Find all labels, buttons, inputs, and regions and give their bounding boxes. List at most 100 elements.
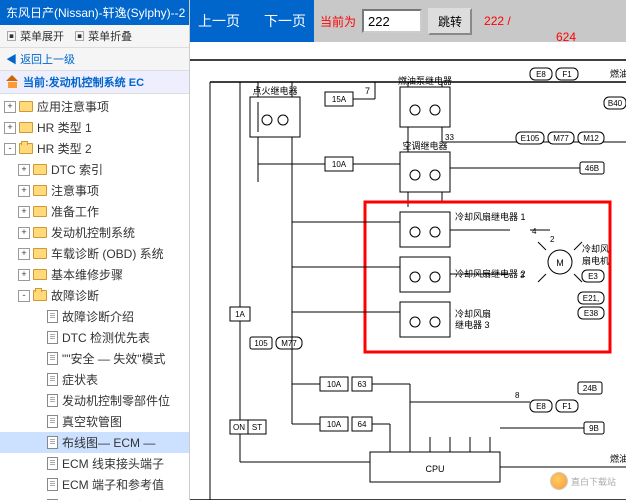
tree-folder[interactable]: + 基本维修步骤 — [0, 264, 189, 285]
expander-icon[interactable]: - — [4, 143, 16, 155]
svg-text:M12: M12 — [583, 134, 599, 143]
tree-folder[interactable]: +DTC 索引 — [0, 159, 189, 180]
app-title: 东风日产(Nissan)-轩逸(Sylphy)--2 — [0, 0, 189, 25]
wiring-diagram[interactable]: 点火继电器 15A 7 燃油泵继电器 33 — [190, 42, 626, 500]
svg-text:46B: 46B — [585, 164, 599, 173]
doc-icon — [47, 436, 58, 449]
expander-icon[interactable]: - — [18, 290, 30, 302]
expander-icon[interactable]: + — [18, 185, 30, 197]
svg-text:7: 7 — [365, 86, 370, 96]
folder-icon — [33, 248, 47, 259]
svg-text:1A: 1A — [235, 310, 245, 319]
tree-label: ECM 线束接头端子 — [62, 455, 164, 472]
tree-label: 症状表 — [62, 371, 98, 388]
svg-text:燃油: 燃油 — [610, 453, 626, 464]
back-link[interactable]: ◀ 返回上一级 — [0, 48, 189, 71]
svg-text:燃油泵继电器: 燃油泵继电器 — [398, 75, 452, 86]
expander-icon[interactable]: + — [4, 101, 16, 113]
page-input[interactable] — [362, 9, 422, 33]
svg-text:E3: E3 — [588, 272, 598, 281]
svg-text:E38: E38 — [584, 309, 599, 318]
watermark: 直白下载站 — [550, 472, 616, 490]
expander-icon[interactable]: + — [18, 227, 30, 239]
page-controls: 当前为 跳转 222 / — [314, 8, 517, 35]
svg-text:空调继电器: 空调继电器 — [402, 140, 447, 151]
folder-icon — [33, 185, 47, 196]
svg-text:10A: 10A — [327, 420, 342, 429]
svg-text:10A: 10A — [332, 160, 347, 169]
tree-doc[interactable]: DTC 检测优先表 — [0, 327, 189, 348]
tree-doc[interactable]: ""安全 — 失效"模式 — [0, 348, 189, 369]
menu-expand[interactable]: ▣ 菜单展开 — [6, 28, 64, 44]
tree-folder[interactable]: - 故障诊断 — [0, 285, 189, 306]
tree-folder[interactable]: + 注意事项 — [0, 180, 189, 201]
svg-text:63: 63 — [358, 380, 367, 389]
svg-text:E8: E8 — [536, 402, 546, 411]
svg-text:E21,: E21, — [583, 294, 599, 303]
menu-collapse[interactable]: ▣ 菜单折叠 — [74, 28, 132, 44]
doc-icon — [47, 457, 58, 470]
main-panel: 上一页 下一页 当前为 跳转 222 / 624 点火继电器 — [190, 0, 626, 500]
svg-text:F1: F1 — [562, 402, 572, 411]
tree-doc[interactable]: ECM 线束接头端子 — [0, 453, 189, 474]
svg-text:64: 64 — [358, 420, 367, 429]
expander-icon[interactable]: + — [18, 269, 30, 281]
tree-folder[interactable]: - HR 类型 2 — [0, 138, 189, 159]
tab-area: 上一页 下一页 — [190, 0, 314, 42]
nav-tree[interactable]: +应用注意事项+HR 类型 1-HR 类型 2+DTC 索引+注意事项+准备工作… — [0, 94, 189, 500]
expander-icon[interactable]: + — [18, 248, 30, 260]
tree-folder[interactable]: +车载诊断 (OBD) 系统 — [0, 243, 189, 264]
doc-icon — [47, 394, 58, 407]
tree-label: HR 类型 2 — [37, 140, 92, 157]
svg-text:9B: 9B — [589, 424, 599, 433]
svg-text:4: 4 — [532, 227, 537, 236]
tree-doc[interactable]: 症状表 — [0, 369, 189, 390]
tree-label: 注意事项 — [51, 182, 99, 199]
svg-text:2: 2 — [550, 235, 555, 244]
tree-folder[interactable]: +HR 类型 1 — [0, 117, 189, 138]
svg-text:冷却风: 冷却风 — [582, 243, 609, 254]
tree-doc[interactable]: 布线图— ECM — — [0, 432, 189, 453]
expander-icon[interactable]: + — [18, 164, 30, 176]
next-page-tab[interactable]: 下一页 — [264, 11, 306, 31]
doc-icon — [47, 415, 58, 428]
tree-label: 真空软管图 — [62, 413, 122, 430]
doc-icon — [47, 310, 58, 323]
tree-label: 发动机控制零部件位 — [62, 392, 170, 409]
tree-folder[interactable]: + 准备工作 — [0, 201, 189, 222]
tree-label: 故障诊断介绍 — [62, 308, 134, 325]
tree-doc[interactable]: 发动机控制零部件位 — [0, 390, 189, 411]
tree-doc[interactable]: 真空软管图 — [0, 411, 189, 432]
folder-icon — [33, 227, 47, 238]
svg-text:105: 105 — [254, 339, 268, 348]
jump-button[interactable]: 跳转 — [428, 8, 472, 35]
svg-text:3: 3 — [520, 271, 525, 280]
tree-folder[interactable]: +发动机控制系统 — [0, 222, 189, 243]
watermark-icon — [550, 472, 568, 490]
page-display: 222 / — [484, 14, 511, 28]
svg-text:燃油: 燃油 — [610, 68, 626, 79]
tree-label: 故障诊断 — [51, 287, 99, 304]
tree-label: ECM 端子和参考值 — [62, 476, 164, 493]
svg-text:F1: F1 — [562, 70, 572, 79]
svg-text:10A: 10A — [327, 380, 342, 389]
tree-label: 准备工作 — [51, 203, 99, 220]
svg-text:24B: 24B — [583, 384, 597, 393]
svg-text:继电器 3: 继电器 3 — [455, 319, 490, 330]
svg-text:15A: 15A — [332, 95, 347, 104]
svg-text:ST: ST — [252, 423, 262, 432]
prev-page-tab[interactable]: 上一页 — [198, 11, 240, 31]
folder-icon — [33, 164, 47, 175]
tree-folder[interactable]: +应用注意事项 — [0, 96, 189, 117]
doc-icon — [47, 478, 58, 491]
tree-doc[interactable]: CONSULT-II 诊 — [0, 495, 189, 500]
tree-label: 基本维修步骤 — [51, 266, 123, 283]
tree-doc[interactable]: 故障诊断介绍 — [0, 306, 189, 327]
expander-icon[interactable]: + — [4, 122, 16, 134]
expander-icon[interactable]: + — [18, 206, 30, 218]
current-page-label: 当前为 — [320, 13, 356, 30]
tree-doc[interactable]: ECM 端子和参考值 — [0, 474, 189, 495]
tree-label: ""安全 — 失效"模式 — [62, 350, 165, 367]
svg-text:扇电机: 扇电机 — [582, 255, 609, 266]
tree-label: DTC 检测优先表 — [62, 329, 150, 346]
